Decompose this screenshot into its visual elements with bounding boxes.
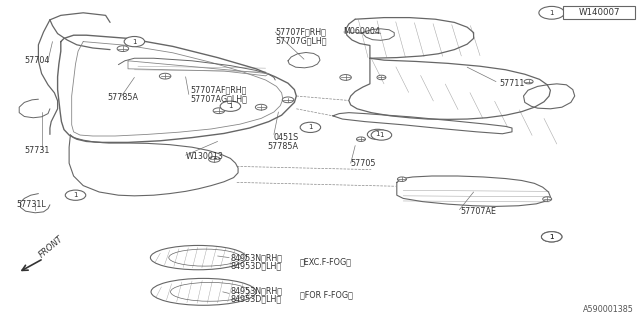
Circle shape — [524, 79, 533, 84]
Text: 84953N〈RH〉: 84953N〈RH〉 — [230, 253, 282, 262]
Circle shape — [377, 75, 386, 80]
Circle shape — [117, 46, 129, 52]
Text: FRONT: FRONT — [37, 235, 65, 260]
Circle shape — [213, 108, 225, 114]
Text: 57785A: 57785A — [268, 142, 298, 151]
Circle shape — [255, 104, 267, 110]
Text: 57711: 57711 — [499, 79, 525, 88]
Text: 84953D〈LH〉: 84953D〈LH〉 — [230, 261, 282, 270]
Text: 84953N〈RH〉: 84953N〈RH〉 — [230, 286, 282, 295]
Circle shape — [543, 197, 552, 201]
Circle shape — [371, 130, 392, 140]
Text: 57707AG〈LH〉: 57707AG〈LH〉 — [191, 95, 248, 104]
Circle shape — [340, 75, 351, 80]
Text: 57704: 57704 — [24, 56, 50, 65]
Circle shape — [539, 6, 564, 19]
Circle shape — [220, 101, 241, 111]
Text: 57707G〈LH〉: 57707G〈LH〉 — [275, 36, 326, 45]
Text: 0451S: 0451S — [274, 133, 299, 142]
Text: 1: 1 — [73, 192, 78, 198]
Circle shape — [356, 137, 365, 141]
Text: 57705: 57705 — [351, 159, 376, 168]
Circle shape — [397, 177, 406, 181]
FancyBboxPatch shape — [563, 6, 635, 19]
Text: 84953D〈LH〉: 84953D〈LH〉 — [230, 295, 282, 304]
Text: M060004: M060004 — [344, 28, 381, 36]
Text: 1: 1 — [375, 132, 380, 137]
Circle shape — [300, 122, 321, 132]
Circle shape — [209, 156, 220, 162]
Text: 57785A: 57785A — [108, 93, 138, 102]
Text: 〈FOR F-FOG〉: 〈FOR F-FOG〉 — [300, 290, 353, 299]
Text: A590001385: A590001385 — [583, 305, 634, 314]
Circle shape — [159, 73, 171, 79]
Text: 57707F〈RH〉: 57707F〈RH〉 — [275, 28, 326, 36]
Circle shape — [282, 97, 294, 103]
Text: 57731L: 57731L — [16, 200, 45, 209]
Text: 1: 1 — [549, 234, 554, 240]
Text: 1: 1 — [132, 39, 137, 44]
Text: W140007: W140007 — [579, 8, 620, 17]
Text: 1: 1 — [308, 124, 313, 130]
Text: 57707AF〈RH〉: 57707AF〈RH〉 — [191, 85, 247, 94]
Text: 57707AE: 57707AE — [461, 207, 497, 216]
Text: 1: 1 — [549, 234, 554, 240]
Text: 57731: 57731 — [24, 146, 50, 155]
Text: 1: 1 — [228, 103, 233, 109]
Text: 1: 1 — [549, 10, 554, 16]
Text: 〈EXC.F-FOG〉: 〈EXC.F-FOG〉 — [300, 257, 351, 266]
Text: W130013: W130013 — [186, 152, 223, 161]
Circle shape — [541, 232, 562, 242]
Circle shape — [541, 232, 562, 242]
Circle shape — [65, 190, 86, 200]
Circle shape — [124, 36, 145, 47]
Text: 1: 1 — [379, 132, 384, 138]
Circle shape — [367, 129, 388, 140]
